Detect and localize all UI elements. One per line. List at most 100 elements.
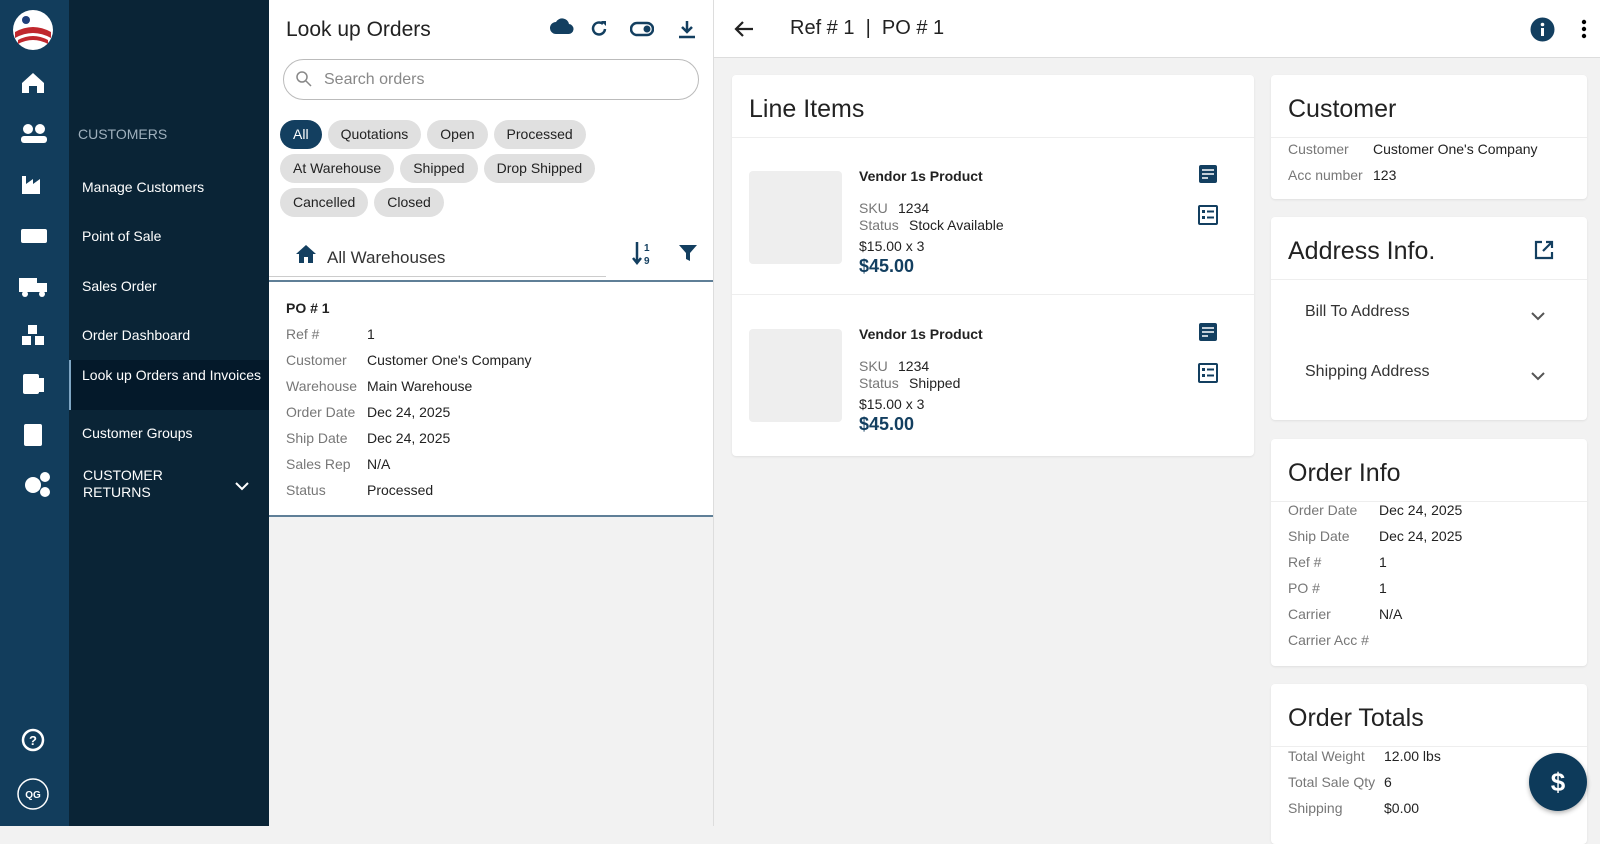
field-label: Acc number [1288, 167, 1363, 183]
menu-item[interactable]: Look up Orders and Invoices [69, 360, 269, 410]
field-value: 12.00 lbs [1384, 748, 1441, 764]
toggle[interactable] [629, 18, 655, 45]
field-value: 1 [1379, 580, 1387, 596]
status-label: Status [859, 375, 899, 391]
field-label: Ref # [286, 326, 320, 342]
status: Stock Available [909, 217, 1004, 233]
warehouse-underline [269, 276, 606, 277]
address-section[interactable]: Bill To Address [1305, 303, 1410, 320]
card-divider [732, 137, 1254, 138]
field-value: N/A [367, 456, 391, 472]
field-label: Order Date [286, 404, 356, 420]
filter[interactable] [678, 243, 698, 268]
svg-text:1: 1 [644, 243, 650, 254]
expand[interactable] [1531, 308, 1545, 326]
field-label: Warehouse [286, 378, 358, 394]
note-icon[interactable] [1198, 164, 1218, 189]
field-value: 123 [1373, 167, 1397, 183]
menu-item[interactable]: Sales Order [82, 278, 157, 294]
download[interactable] [675, 18, 699, 45]
field-label: Carrier Acc # [1288, 632, 1369, 648]
more[interactable] [1580, 18, 1588, 45]
order-card[interactable]: PO # 1 Ref # 1 Customer Customer One's Compa… [269, 282, 713, 517]
refresh[interactable] [588, 18, 612, 45]
customer-card: Customer Customer Customer One's Company Ac… [1271, 75, 1587, 199]
rail-icons: ? QG [13, 10, 53, 810]
status: Shipped [909, 375, 961, 391]
orders-header: Look up Orders Search orders All Quotations… [269, 0, 713, 280]
expand-returns[interactable] [234, 478, 250, 496]
product-image [749, 329, 842, 422]
filter-chip[interactable]: At Warehouse [280, 154, 395, 183]
menu-item[interactable]: Customer Groups [82, 425, 193, 441]
filter-chip[interactable]: Cancelled [280, 188, 369, 217]
field-label: Ref # [1288, 554, 1322, 570]
note-icon[interactable] [1198, 322, 1218, 347]
svg-text:$: $ [1551, 767, 1566, 797]
open-external[interactable] [1533, 239, 1555, 266]
unit-price: $15.00 x 3 [859, 238, 925, 254]
filter-chip[interactable]: All [280, 120, 322, 149]
warehouse-select[interactable]: All Warehouses [327, 248, 446, 267]
sku: 1234 [898, 200, 930, 216]
card-divider [1271, 501, 1587, 502]
menu-item[interactable]: Order Dashboard [82, 327, 191, 343]
address-card: Address Info. Bill To Address Shipping Add… [1271, 217, 1587, 420]
payment-fab[interactable]: $ [1529, 753, 1587, 811]
sku: 1234 [898, 358, 930, 374]
details-icon[interactable] [1198, 205, 1218, 230]
line-total: $45.00 [859, 414, 915, 434]
svg-text:?: ? [29, 733, 37, 748]
card-title: Line Items [749, 95, 865, 123]
field-label: Status [286, 482, 326, 498]
icon-rail: ? QG [0, 0, 69, 826]
field-value: N/A [1379, 606, 1403, 622]
menu-item[interactable]: CUSTOMER RETURNS [83, 467, 163, 500]
order-info-card: Order Info Order Date Dec 24, 2025 Ship Dat… [1271, 439, 1587, 666]
info[interactable] [1530, 17, 1555, 47]
product-name[interactable]: Vendor 1s Product [859, 326, 983, 342]
details-icon[interactable] [1198, 363, 1218, 388]
svg-text:9: 9 [644, 256, 650, 266]
field-label: Customer [286, 352, 347, 368]
filter-chip[interactable]: Drop Shipped [483, 154, 596, 183]
field-value: Dec 24, 2025 [1379, 502, 1463, 518]
card-divider [1271, 137, 1587, 138]
card-divider [1271, 746, 1587, 747]
product-name[interactable]: Vendor 1s Product [859, 168, 983, 184]
menu-item[interactable]: Point of Sale [82, 228, 162, 244]
product-image [749, 171, 842, 264]
address-section[interactable]: Shipping Address [1305, 363, 1430, 380]
field-value: Customer One's Company [1373, 141, 1538, 157]
detail-header: Ref # 1 | PO # 1 [714, 0, 1600, 58]
field-label: Carrier [1288, 606, 1331, 622]
line-items-card: Line Items Vendor 1s Product SKU 1234 Status… [732, 75, 1254, 456]
back[interactable] [734, 20, 754, 43]
item-divider [732, 294, 1254, 295]
filter-chip[interactable]: Shipped [400, 154, 478, 183]
sku-label: SKU [859, 358, 888, 374]
filter-chip[interactable]: Open [427, 120, 488, 149]
list-divider [269, 280, 713, 282]
warehouse-icon [295, 244, 317, 269]
card-title: Address Info. [1288, 237, 1436, 265]
field-value: 1 [1379, 554, 1387, 570]
filter-chip[interactable]: Quotations [327, 120, 422, 149]
field-label: Total Weight [1288, 748, 1365, 764]
search-box[interactable]: Search orders [283, 59, 699, 100]
filter-chip[interactable]: Processed [493, 120, 586, 149]
user-initials[interactable]: QG [25, 790, 41, 801]
expand[interactable] [1531, 368, 1545, 386]
line-total: $45.00 [859, 256, 915, 276]
orders-panel: Look up Orders Search orders All Quotations… [269, 0, 714, 826]
field-label: Customer [1288, 141, 1349, 157]
filter-chip[interactable]: Closed [374, 188, 444, 217]
orders-title: Look up Orders [286, 18, 431, 41]
menu-panel: CUSTOMERS Manage Customers Point of Sale Sa… [69, 0, 269, 826]
field-value: 6 [1384, 774, 1392, 790]
menu-item[interactable]: Manage Customers [82, 179, 205, 195]
download-cloud[interactable] [550, 18, 574, 45]
field-value: Dec 24, 2025 [367, 404, 451, 420]
